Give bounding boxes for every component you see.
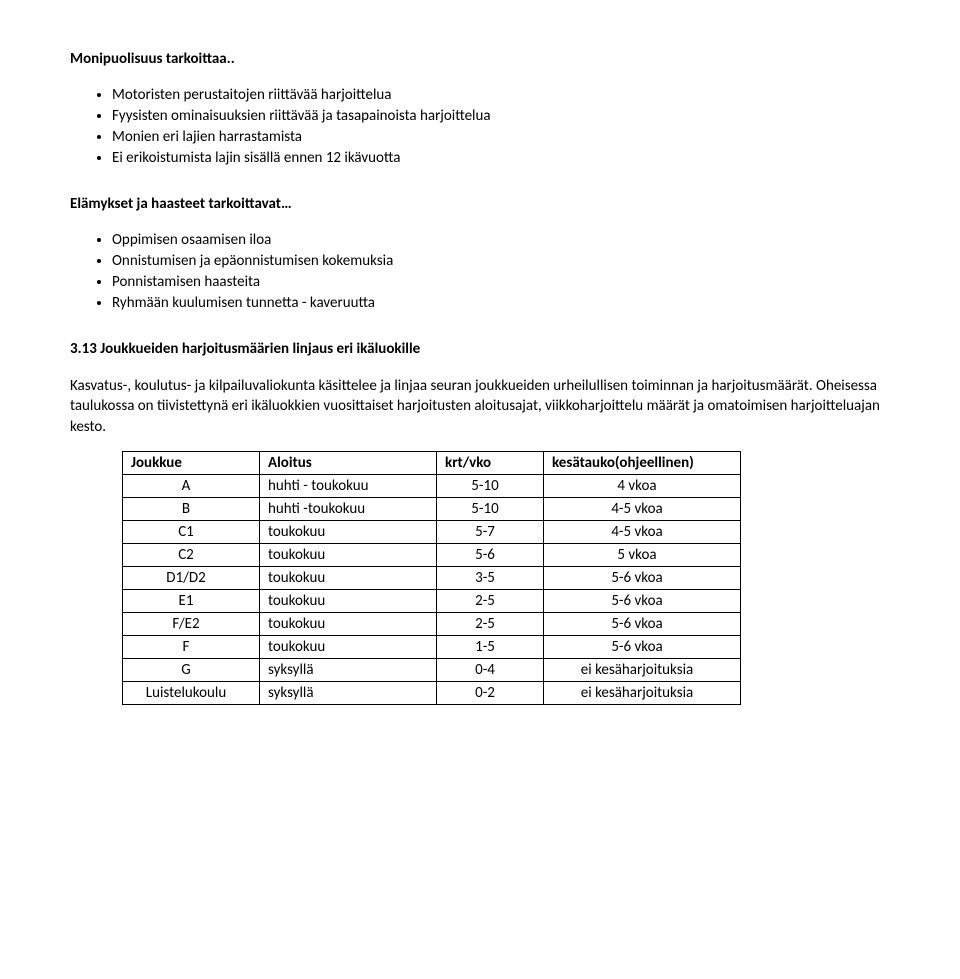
col-header: Joukkue <box>123 451 260 474</box>
cell: toukokuu <box>260 635 437 658</box>
heading-monipuolisuus: Monipuolisuus tarkoittaa.. <box>70 50 890 68</box>
cell: 5-6 <box>437 543 544 566</box>
cell: 4 vkoa <box>544 474 741 497</box>
list-item: Monien eri lajien harrastamista <box>112 128 890 146</box>
cell: E1 <box>123 589 260 612</box>
cell: 0-4 <box>437 658 544 681</box>
bullet-list-2: Oppimisen osaamisen iloa Onnistumisen ja… <box>70 231 890 312</box>
bullet-list-1: Motoristen perustaitojen riittävää harjo… <box>70 86 890 167</box>
cell: 5-10 <box>437 474 544 497</box>
cell: ei kesäharjoituksia <box>544 681 741 704</box>
cell: toukokuu <box>260 520 437 543</box>
cell: G <box>123 658 260 681</box>
cell: 0-2 <box>437 681 544 704</box>
list-item: Fyysisten ominaisuuksien riittävää ja ta… <box>112 107 890 125</box>
paragraph-intro: Kasvatus-, koulutus- ja kilpailuvaliokun… <box>70 376 890 437</box>
table-row: E1toukokuu2-55-6 vkoa <box>123 589 741 612</box>
cell: toukokuu <box>260 589 437 612</box>
cell: 5-6 vkoa <box>544 589 741 612</box>
cell: huhti - toukokuu <box>260 474 437 497</box>
list-item: Ryhmään kuulumisen tunnetta - kaveruutta <box>112 294 890 312</box>
cell: 4-5 vkoa <box>544 520 741 543</box>
cell: syksyllä <box>260 681 437 704</box>
table-row: D1/D2toukokuu3-55-6 vkoa <box>123 566 741 589</box>
cell: C2 <box>123 543 260 566</box>
cell: 2-5 <box>437 589 544 612</box>
table-row: F/E2toukokuu2-55-6 vkoa <box>123 612 741 635</box>
col-header: kesätauko(ohjeellinen) <box>544 451 741 474</box>
list-item: Motoristen perustaitojen riittävää harjo… <box>112 86 890 104</box>
cell: 5 vkoa <box>544 543 741 566</box>
cell: B <box>123 497 260 520</box>
cell: 5-7 <box>437 520 544 543</box>
cell: 5-6 vkoa <box>544 635 741 658</box>
col-header: Aloitus <box>260 451 437 474</box>
cell: 4-5 vkoa <box>544 497 741 520</box>
list-item: Ei erikoistumista lajin sisällä ennen 12… <box>112 149 890 167</box>
table-row: Luistelukoulusyksyllä0-2ei kesäharjoituk… <box>123 681 741 704</box>
cell: F/E2 <box>123 612 260 635</box>
cell: syksyllä <box>260 658 437 681</box>
table-row: C2toukokuu5-65 vkoa <box>123 543 741 566</box>
cell: 5-10 <box>437 497 544 520</box>
table-row: C1toukokuu5-74-5 vkoa <box>123 520 741 543</box>
cell: toukokuu <box>260 543 437 566</box>
cell: A <box>123 474 260 497</box>
list-item: Oppimisen osaamisen iloa <box>112 231 890 249</box>
cell: ei kesäharjoituksia <box>544 658 741 681</box>
training-table: Joukkue Aloitus krt/vko kesätauko(ohjeel… <box>122 451 741 705</box>
table-row: Bhuhti -toukokuu5-104-5 vkoa <box>123 497 741 520</box>
list-item: Ponnistamisen haasteita <box>112 273 890 291</box>
cell: toukokuu <box>260 612 437 635</box>
table-row: Ahuhti - toukokuu5-104 vkoa <box>123 474 741 497</box>
cell: D1/D2 <box>123 566 260 589</box>
list-item: Onnistumisen ja epäonnistumisen kokemuks… <box>112 252 890 270</box>
cell: 1-5 <box>437 635 544 658</box>
table-row: Gsyksyllä0-4ei kesäharjoituksia <box>123 658 741 681</box>
col-header: krt/vko <box>437 451 544 474</box>
cell: 3-5 <box>437 566 544 589</box>
cell: C1 <box>123 520 260 543</box>
cell: Luistelukoulu <box>123 681 260 704</box>
cell: huhti -toukokuu <box>260 497 437 520</box>
table-row: Ftoukokuu1-55-6 vkoa <box>123 635 741 658</box>
cell: 2-5 <box>437 612 544 635</box>
cell: toukokuu <box>260 566 437 589</box>
heading-313: 3.13 Joukkueiden harjoitusmäärien linjau… <box>70 340 890 358</box>
cell: 5-6 vkoa <box>544 566 741 589</box>
table-header-row: Joukkue Aloitus krt/vko kesätauko(ohjeel… <box>123 451 741 474</box>
cell: 5-6 vkoa <box>544 612 741 635</box>
cell: F <box>123 635 260 658</box>
heading-elamykset: Elämykset ja haasteet tarkoittavat… <box>70 195 890 213</box>
